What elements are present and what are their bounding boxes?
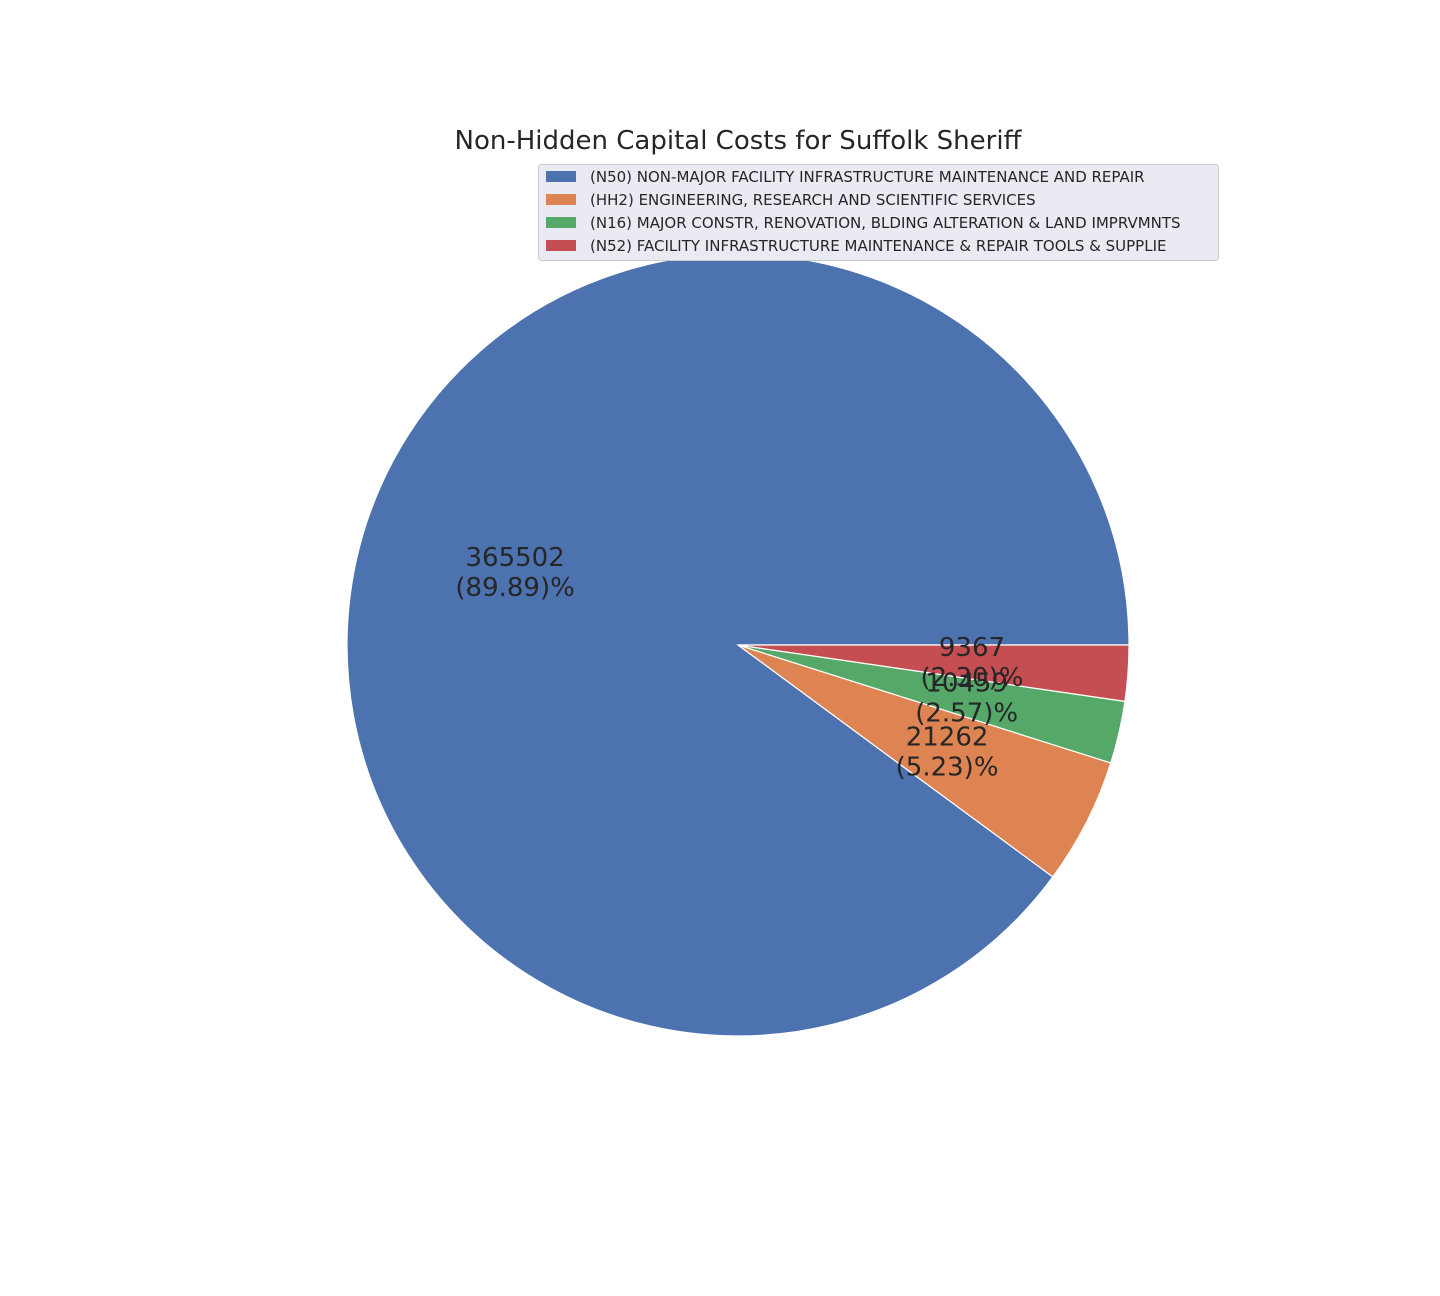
chart-title: Non-Hidden Capital Costs for Suffolk She… <box>455 126 1023 156</box>
slice-percent-2: (5.23)% <box>896 752 999 782</box>
legend-label-4: (N52) FACILITY INFRASTRUCTURE MAINTENANC… <box>590 237 1167 255</box>
slice-value-3: 10459 <box>925 668 1008 698</box>
slice-label-2: 21262 (5.23)% <box>896 722 999 782</box>
legend-swatch-1 <box>546 171 576 182</box>
legend-label-3: (N16) MAJOR CONSTR, RENOVATION, BLDING A… <box>590 214 1181 232</box>
slice-percent-1: (89.89)% <box>455 573 574 603</box>
slice-value-2: 21262 <box>906 722 989 752</box>
slice-value-1: 365502 <box>465 543 564 573</box>
legend-label-1: (N50) NON-MAJOR FACILITY INFRASTRUCTURE … <box>590 168 1145 186</box>
legend-swatch-3 <box>546 217 576 228</box>
legend-items: (N50) NON-MAJOR FACILITY INFRASTRUCTURE … <box>546 168 1181 255</box>
chart-legend: (N50) NON-MAJOR FACILITY INFRASTRUCTURE … <box>538 164 1219 261</box>
slice-percent-3: (2.57)% <box>915 698 1018 728</box>
slice-label-3: 10459 (2.57)% <box>915 668 1018 728</box>
slice-label-4: 9367 (2.30)% <box>921 633 1024 693</box>
legend-swatch-2 <box>546 194 576 205</box>
pie-slice-4 <box>737 644 1130 703</box>
legend-label-2: (HH2) ENGINEERING, RESEARCH AND SCIENTIF… <box>590 191 1036 209</box>
legend-swatch-4 <box>546 240 576 251</box>
slice-percent-4: (2.30)% <box>921 663 1024 693</box>
pie-slice-labels: 365502 (89.89)%21262 (5.23)%10459 (2.57)%93… <box>455 543 1023 783</box>
slice-label-1: 365502 (89.89)% <box>455 543 574 603</box>
pie-slices <box>346 253 1130 1037</box>
legend-box <box>538 164 1219 261</box>
slice-value-4: 9367 <box>939 633 1005 663</box>
